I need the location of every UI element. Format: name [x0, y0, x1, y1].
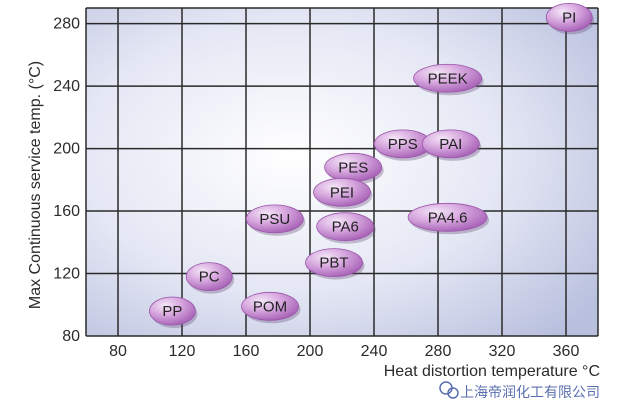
x-tick-label: 200: [297, 343, 324, 360]
x-tick-label: 80: [109, 343, 127, 360]
point-label: POM: [253, 298, 287, 315]
y-tick-label: 160: [53, 203, 80, 220]
data-point-pc: PC: [185, 262, 235, 294]
y-tick-label: 240: [53, 78, 80, 95]
bubble: [316, 212, 375, 242]
data-point-pa6: PA6: [316, 212, 376, 244]
bubble: [421, 129, 480, 159]
point-label: PAI: [439, 136, 462, 153]
data-points: PI PEEK PPS PAI PES PEI PA4.6 PSU PA6 PBT PC POM PP: [148, 2, 595, 329]
point-label: PA4.6: [428, 209, 468, 226]
y-tick-label: 280: [53, 16, 80, 33]
point-label: PEI: [330, 184, 354, 201]
x-axis-title: Heat distortion temperature °C: [384, 363, 600, 380]
point-label: PA6: [332, 219, 359, 236]
data-point-peek: PEEK: [413, 63, 484, 96]
x-tick-label: 120: [169, 343, 196, 360]
data-point-pom: POM: [241, 291, 301, 324]
y-tick-label: 80: [62, 328, 80, 345]
y-tick-label: 120: [53, 266, 80, 283]
x-tick-label: 160: [233, 343, 260, 360]
x-tick-label: 320: [489, 343, 516, 360]
bubble: [413, 63, 483, 93]
gridlines: [85, 7, 599, 337]
point-label: PPS: [388, 136, 418, 153]
point-label: PI: [562, 9, 576, 26]
bubble: [241, 291, 299, 321]
bubble: [185, 262, 233, 292]
data-point-pa46: PA4.6: [407, 202, 490, 235]
bubble: [313, 177, 371, 207]
point-label: PP: [162, 303, 182, 320]
y-axis-title: Max Continuous service temp. (°C): [27, 61, 44, 309]
point-label: PSU: [259, 211, 290, 228]
y-tick-label: 200: [53, 141, 80, 158]
point-label: PEEK: [428, 70, 468, 87]
data-point-pei: PEI: [313, 177, 373, 210]
wechat-icon: [439, 381, 459, 399]
bubble: [148, 296, 196, 326]
watermark-text: 上海帝润化工有限公司: [460, 385, 600, 401]
bubble: [407, 202, 488, 232]
data-point-pps: PPS: [373, 129, 434, 161]
data-point-psu: PSU: [245, 204, 306, 236]
data-point-pi: PI: [545, 2, 595, 35]
x-tick-label: 280: [425, 343, 452, 360]
bubble: [305, 248, 363, 277]
bubble: [245, 204, 304, 234]
point-label: PC: [199, 269, 220, 286]
data-point-pai: PAI: [421, 129, 482, 161]
y-axis-ticks: 80 120 160 200 240 280: [53, 16, 80, 345]
point-label: PES: [338, 159, 368, 176]
bubble: [545, 2, 593, 32]
x-tick-label: 240: [361, 343, 388, 360]
data-point-pbt: PBT: [305, 248, 365, 280]
point-label: PBT: [319, 255, 348, 272]
data-point-pes: PES: [324, 152, 384, 185]
x-axis-ticks: 80 120 160 200 240 280 320 360: [109, 343, 579, 360]
data-point-pp: PP: [148, 296, 198, 329]
x-tick-label: 360: [553, 343, 580, 360]
watermark: 上海帝润化工有限公司: [439, 381, 600, 401]
